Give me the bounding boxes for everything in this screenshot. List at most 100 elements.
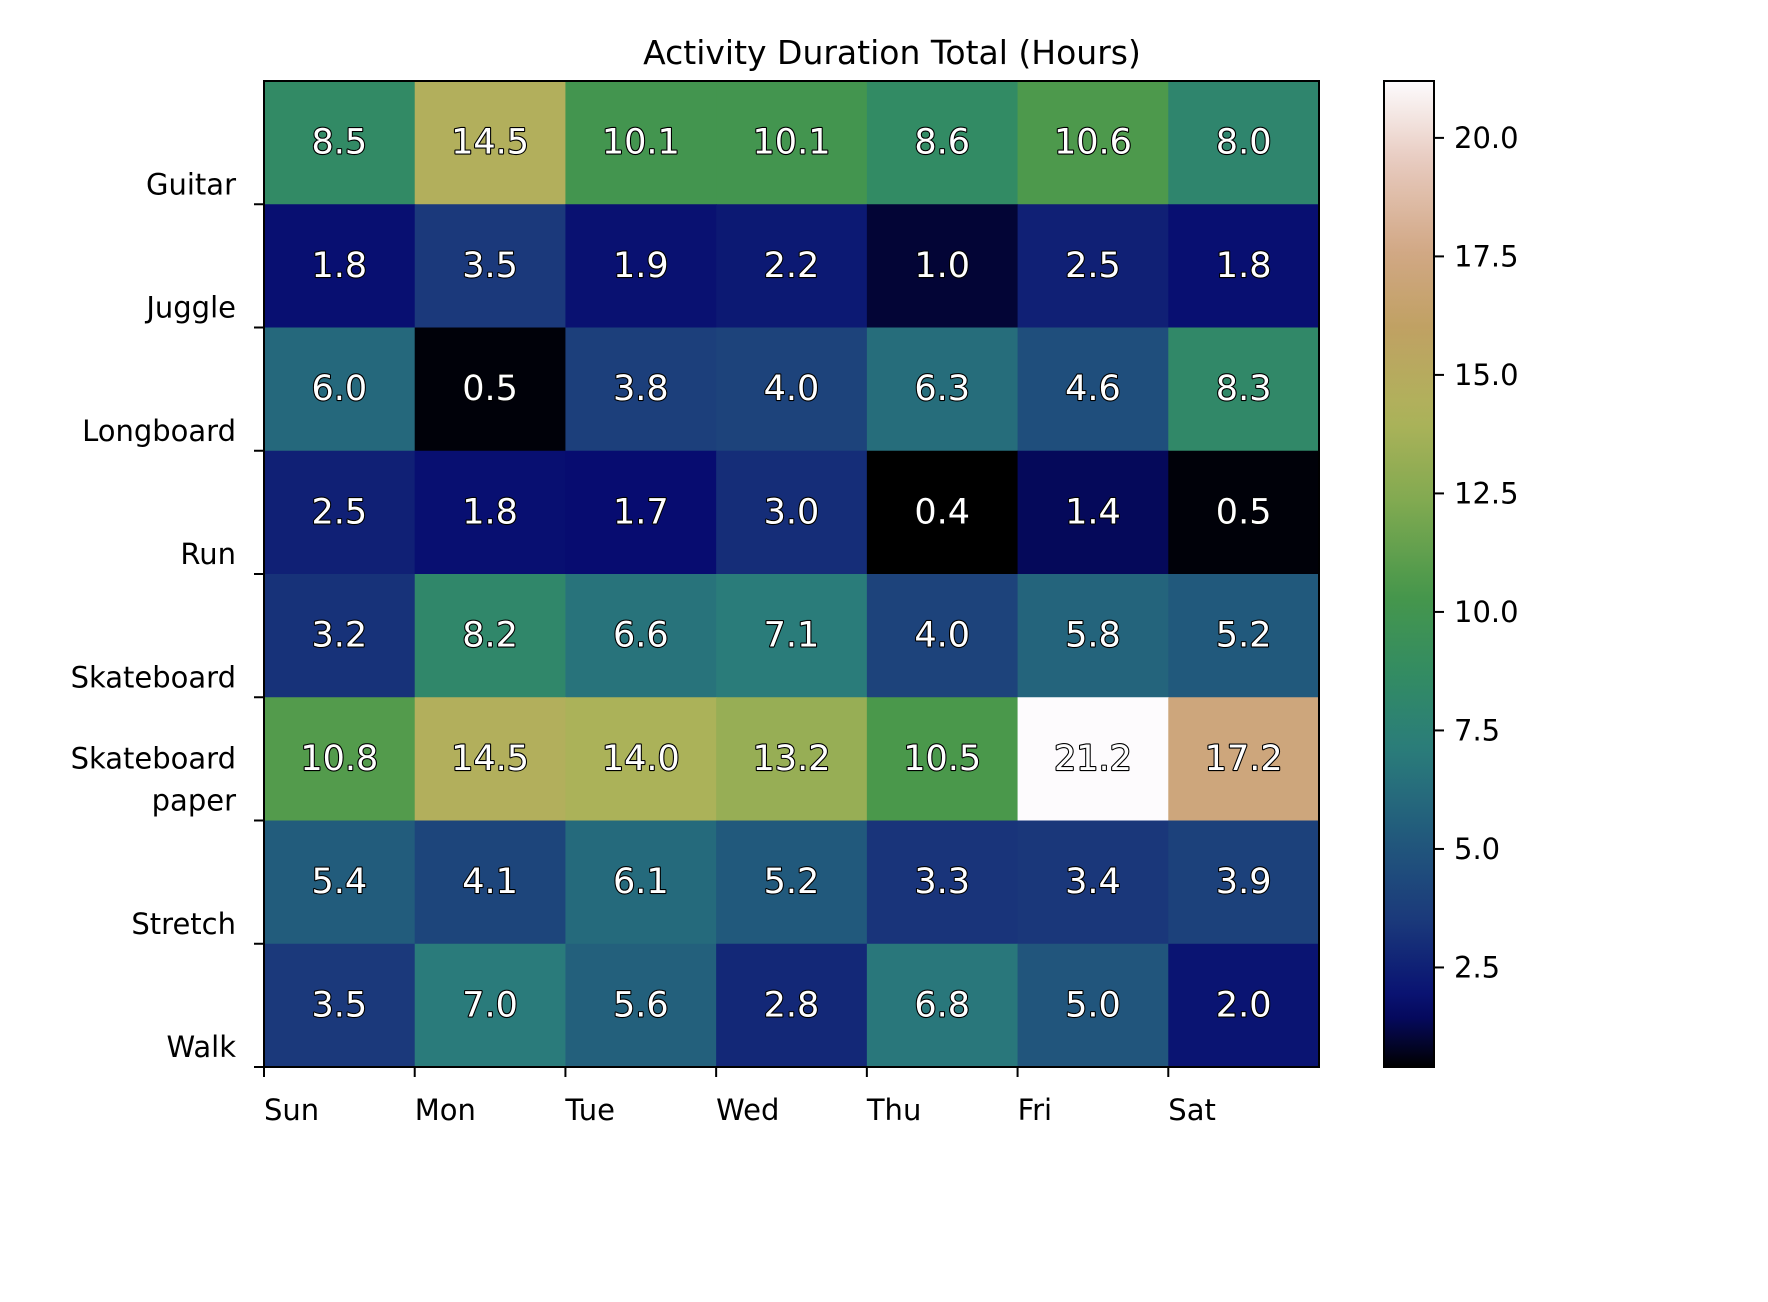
cell-value-label: 14.5 (451, 739, 529, 779)
heatmap-cell (716, 574, 868, 698)
colorbar-tick-label: 15.0 (1454, 358, 1519, 392)
y-tick-label: Walk (167, 1030, 237, 1064)
heatmap-cell (866, 450, 1019, 575)
x-tick-label: Sat (1168, 1093, 1216, 1127)
heatmap-cell (264, 327, 416, 452)
x-tick-label: Wed (716, 1093, 779, 1127)
cell-value-label: 14.5 (451, 123, 529, 163)
cell-value-label: 10.6 (1054, 123, 1132, 163)
heatmap-cell (1168, 81, 1320, 205)
heatmap-cell (866, 820, 1019, 945)
cell-value-label: 13.2 (753, 739, 831, 779)
heatmap-cell (565, 450, 717, 575)
cell-value-label: 6.0 (312, 369, 368, 409)
heatmap-cell (716, 943, 868, 1068)
heatmap-cell (565, 820, 717, 945)
y-tick-label: Run (180, 537, 236, 571)
y-tick-label: Stretch (131, 907, 236, 941)
cell-value-label: 0.5 (462, 369, 518, 409)
cell-value-label: 21.2 (1054, 739, 1132, 779)
cell-value-label: 5.6 (613, 985, 669, 1025)
y-tick-label: Skateboard (71, 660, 236, 694)
cell-value-label: 5.0 (1065, 985, 1121, 1025)
cell-value-label: 8.3 (1216, 369, 1272, 409)
heatmap-cell (716, 81, 868, 205)
heatmap-cell (866, 574, 1019, 698)
heatmap-cell (264, 820, 416, 945)
heatmap-cell (414, 204, 567, 329)
cell-value-label: 10.1 (753, 123, 831, 163)
y-tick-label: Guitar (146, 167, 236, 201)
heatmap-cell (1168, 820, 1320, 945)
x-tick-label: Sun (264, 1093, 319, 1127)
colorbar-tick-label: 5.0 (1454, 832, 1500, 866)
cell-value-label: 3.8 (613, 369, 669, 409)
heatmap-cell (716, 450, 868, 575)
cell-value-label: 3.9 (1216, 862, 1272, 902)
heatmap-cell (1168, 204, 1320, 329)
cell-value-label: 8.5 (312, 123, 368, 163)
y-axis: Guitar Juggle Longboard Run Skateboard Skateb… (71, 167, 264, 1068)
heatmap-cell (414, 943, 567, 1068)
colorbar-tick-label: 17.5 (1454, 239, 1519, 273)
heatmap-cell (716, 327, 868, 452)
cell-value-label: 5.2 (1216, 616, 1272, 656)
cell-value-label: 5.8 (1065, 616, 1121, 656)
cell-value-label: 3.5 (462, 246, 518, 286)
cell-value-label: 1.4 (1065, 492, 1121, 532)
colorbar-tick-label: 20.0 (1454, 121, 1519, 155)
x-tick-label: Thu (866, 1093, 921, 1127)
y-tick-label: Longboard (82, 414, 236, 448)
heatmap-cell (1017, 574, 1169, 698)
cell-value-label: 5.4 (312, 862, 368, 902)
colorbar-tick-label: 10.0 (1454, 595, 1519, 629)
cell-value-label: 4.0 (764, 369, 820, 409)
chart-title: Activity Duration Total (Hours) (643, 33, 1141, 72)
cell-value-label: 2.2 (764, 246, 820, 286)
heatmap-cell (414, 820, 567, 945)
cell-value-label: 6.3 (914, 369, 970, 409)
cell-value-label: 6.1 (613, 862, 669, 902)
heatmap-cell (1017, 327, 1169, 452)
heatmap-cell (1168, 697, 1320, 822)
colorbar-tick-label: 12.5 (1454, 476, 1519, 510)
heatmap-cell (716, 204, 868, 329)
cell-value-label: 1.9 (613, 246, 669, 286)
cell-value-label: 8.2 (462, 616, 518, 656)
heatmap-cell (264, 81, 416, 205)
cell-value-label: 3.0 (764, 492, 820, 532)
cell-value-label: 0.5 (1216, 492, 1272, 532)
heatmap-cell (414, 81, 567, 205)
heatmap-cell (866, 204, 1019, 329)
heatmap-cell (565, 81, 717, 205)
cell-value-label: 0.4 (914, 492, 970, 532)
cell-value-label: 2.0 (1216, 985, 1272, 1025)
x-tick-label: Tue (564, 1093, 615, 1127)
cell-value-label: 2.5 (312, 492, 368, 532)
heatmap-cell (264, 697, 416, 822)
cell-value-label: 10.1 (602, 123, 680, 163)
cell-value-label: 10.8 (300, 739, 378, 779)
heatmap-cell (565, 574, 717, 698)
heatmap-cell (264, 574, 416, 698)
heatmap-cell (716, 697, 868, 822)
cell-value-label: 7.0 (462, 985, 518, 1025)
cell-value-label: 3.2 (312, 616, 368, 656)
cell-value-label: 10.5 (903, 739, 981, 779)
cell-value-label: 2.5 (1065, 246, 1121, 286)
cell-value-label: 8.6 (914, 123, 970, 163)
heatmap-cell (1168, 574, 1320, 698)
heatmap-cell (565, 204, 717, 329)
heatmap-cell (264, 204, 416, 329)
heatmap-cell (866, 81, 1019, 205)
heatmap-cell (414, 450, 567, 575)
heatmap-cell (1017, 81, 1169, 205)
heatmap-cell (866, 697, 1019, 822)
cell-value-label: 8.0 (1216, 123, 1272, 163)
cell-value-label: 4.0 (914, 616, 970, 656)
heatmap-cell (264, 943, 416, 1068)
x-axis: Sun Mon Tue Wed Thu Fri Sat (263, 1067, 1216, 1127)
cell-value-label: 3.3 (914, 862, 970, 902)
heatmap-cell (565, 943, 717, 1068)
cell-value-label: 6.8 (914, 985, 970, 1025)
